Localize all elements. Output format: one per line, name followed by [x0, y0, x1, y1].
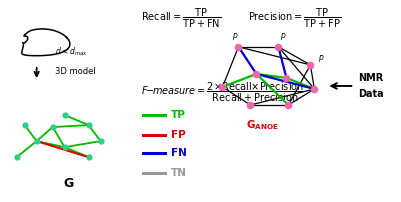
- Text: p: p: [280, 31, 285, 40]
- Text: $\mathbf{G}_{\mathbf{ANOE}}$: $\mathbf{G}_{\mathbf{ANOE}}$: [247, 118, 279, 132]
- Text: $d < d_{max}$: $d < d_{max}$: [55, 46, 87, 58]
- Text: FP: FP: [170, 130, 185, 140]
- Text: $\mathrm{Recall} = \dfrac{\mathrm{TP}}{\mathrm{TP+FN}}$: $\mathrm{Recall} = \dfrac{\mathrm{TP}}{\…: [141, 7, 221, 30]
- Text: $\mathrm{Precision}{=}\dfrac{\mathrm{TP}}{\mathrm{TP+FP}}$: $\mathrm{Precision}{=}\dfrac{\mathrm{TP}…: [249, 7, 342, 30]
- Text: Data: Data: [358, 89, 384, 99]
- Text: p: p: [232, 31, 237, 40]
- Text: p: p: [318, 53, 323, 62]
- Text: 3D model: 3D model: [55, 67, 95, 76]
- Text: $\mathbf{G}$: $\mathbf{G}$: [63, 177, 74, 190]
- Text: TN: TN: [170, 168, 186, 178]
- Text: FN: FN: [170, 148, 186, 158]
- Text: $\mathit{F\!\!-\!\!measure} = \dfrac{2{\times}\mathrm{Recall}{\times}\mathrm{Pre: $\mathit{F\!\!-\!\!measure} = \dfrac{2{\…: [141, 81, 304, 104]
- Text: TP: TP: [170, 110, 185, 120]
- Text: NMR: NMR: [358, 73, 384, 83]
